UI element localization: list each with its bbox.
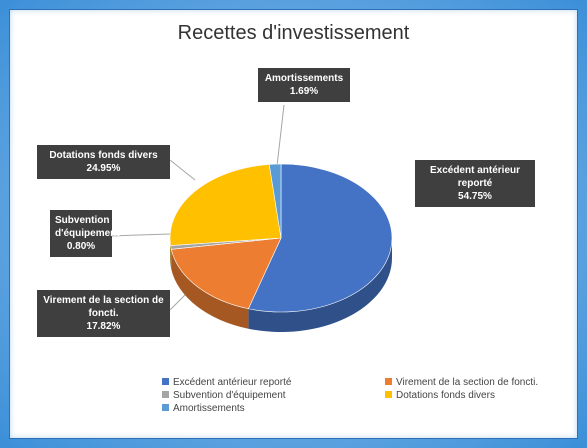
slice-side [248,238,393,333]
legend-swatch [162,378,169,385]
data-label: Amortissements 1.69% [258,68,350,102]
legend-item: Dotations fonds divers [385,390,495,401]
slice-tops [169,163,393,313]
slice [170,237,282,310]
data-label-name: Amortissements [264,73,344,84]
data-label-value: 1.69% [289,86,319,97]
data-label-name: Virement de la section de foncti. [43,295,164,319]
slice-side [170,245,172,270]
legend-item: Amortissements [162,403,245,414]
legend-item: Excédent antérieur reporté [162,377,291,388]
chart-title: Recettes d'investissement [177,22,410,44]
legend-label: Dotations fonds divers [396,390,495,401]
legend-item: Virement de la section de foncti. [385,377,538,388]
legend-label: Subvention d'équipement [173,390,286,401]
data-label: Excédent antérieur reporté 54.75% [415,160,535,207]
data-label-value: 54.75% [458,191,492,202]
data-label-name: Dotations fonds divers [49,150,158,161]
leader-line [276,104,285,167]
legend-swatch [385,391,392,398]
legend-item: Subvention d'équipement [162,390,286,401]
slice [268,163,282,239]
legend-label: Excédent antérieur reporté [173,377,292,388]
data-label-value: 17.82% [86,321,121,332]
slice [247,163,393,313]
data-label-value: 24.95% [86,163,121,174]
leader-line [109,233,171,237]
data-label-name: Excédent antérieur reporté [429,165,521,189]
data-label-name: Subvention d'équipement [55,215,120,239]
data-label: Virement de la section de foncti. 17.82% [37,290,170,337]
legend-swatch [162,391,169,398]
leader-line [169,159,196,181]
slice-side [171,249,249,329]
data-label: Dotations fonds divers 24.95% [37,145,170,179]
legend-label: Virement de la section de foncti. [396,377,539,388]
legend-swatch [162,404,169,411]
slice [169,164,282,246]
legend-swatch [385,378,392,385]
legend-label: Amortissements [173,403,245,414]
data-label-value: 0.80% [66,241,96,252]
data-label: Subvention d'équipement 0.80% [50,210,120,257]
